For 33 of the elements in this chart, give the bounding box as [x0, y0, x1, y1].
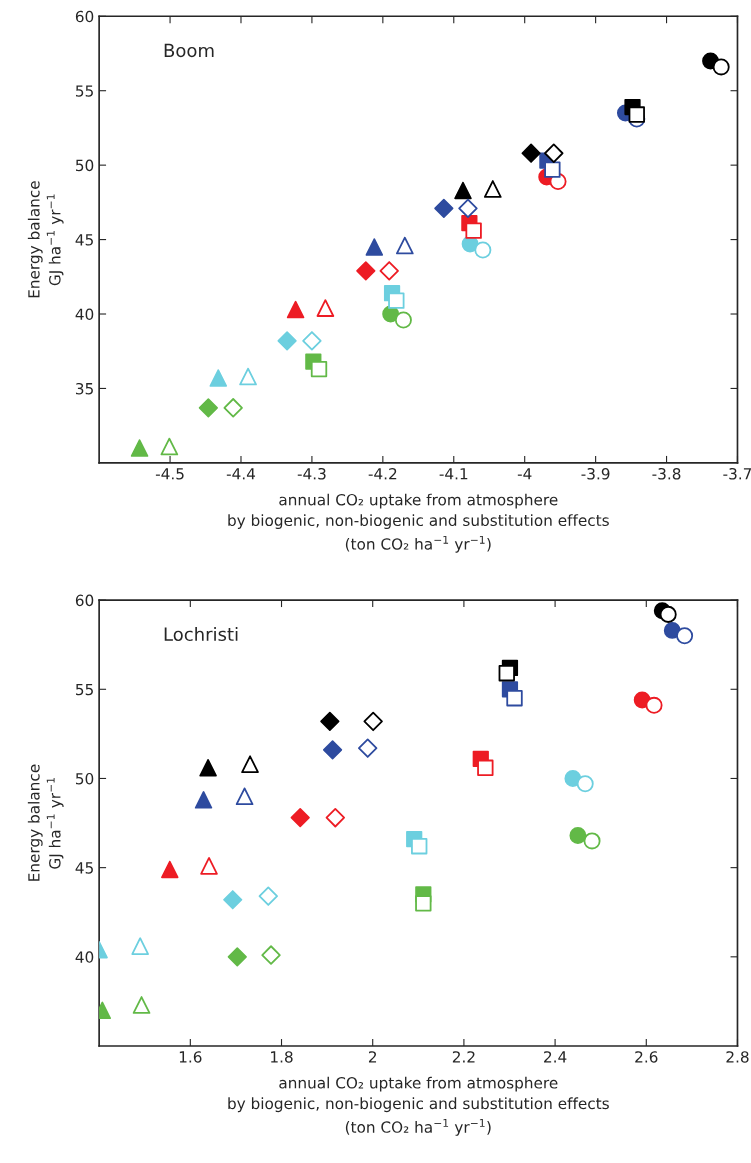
y-tick-label: 40: [75, 308, 94, 321]
y-tick-label: 40: [75, 951, 94, 963]
y-tick-label: 35: [75, 382, 93, 395]
x-tick-label: 2: [368, 1051, 377, 1063]
x-axis-title: annual CO₂ uptake from atmosphere by biogenic, non-biogenic and substitution effects (ton CO₂ ha$^{−1}$ yr$^{−1}$): [228, 1076, 609, 1136]
x-tick-label: -3.7: [723, 468, 751, 480]
x-tick-label: -4.1: [439, 468, 468, 480]
y-tick-label: 50: [76, 159, 94, 172]
y-tick-label: 55: [76, 85, 93, 97]
x-tick-label: -4.5: [155, 468, 184, 480]
x-tick-label: -4.2: [368, 468, 397, 480]
x-tick-label: 1.6: [179, 1051, 202, 1063]
x-axis-title: annual CO₂ uptake from atmosphere by biogenic, non-biogenic and substitution effects (ton CO₂ ha$^{−1}$ yr$^{−1}$): [228, 493, 609, 553]
y-tick-label: 55: [76, 683, 93, 696]
y-tick-label: 60: [75, 10, 94, 23]
y-tick-label: 45: [75, 862, 93, 874]
y-axis-title: Energy balance GJ ha$^{−1}$ yr$^{−1}$: [27, 181, 64, 298]
x-tick-label: 2.2: [452, 1051, 475, 1063]
y-axis-title: Energy balance GJ ha$^{−1}$ yr$^{−1}$: [27, 764, 64, 881]
x-tick-label: -3.9: [581, 468, 610, 480]
x-tick-label: -4: [517, 468, 532, 480]
x-tick-label: 2.8: [726, 1051, 749, 1063]
x-tick-label: -4.4: [226, 468, 256, 480]
y-tick-label: 50: [76, 772, 94, 785]
x-tick-label: -4.3: [297, 468, 326, 480]
annotation: Lochristi: [164, 627, 238, 642]
y-tick-label: 45: [75, 234, 93, 246]
y-tick-label: 60: [75, 594, 94, 607]
x-tick-label: -3.8: [652, 468, 681, 480]
x-tick-label: 2.6: [635, 1051, 658, 1063]
annotation: Boom: [164, 43, 214, 58]
x-tick-label: 1.8: [271, 1051, 293, 1063]
x-tick-label: 2.4: [544, 1051, 567, 1063]
